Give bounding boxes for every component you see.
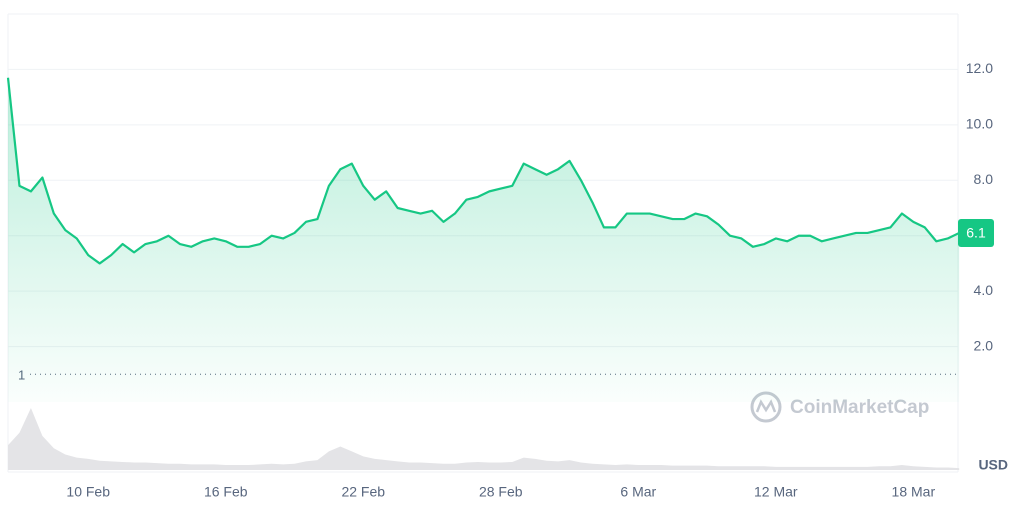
x-tick-label: 6 Mar <box>620 484 656 500</box>
y-tick-label: 8.0 <box>974 171 994 187</box>
x-tick-label: 18 Mar <box>892 484 936 500</box>
price-badge-label: 6.1 <box>966 225 986 241</box>
y-tick-label: 2.0 <box>974 337 994 353</box>
volume-area <box>8 408 960 470</box>
watermark-text: CoinMarketCap <box>790 397 929 418</box>
watermark: CoinMarketCap <box>750 391 929 423</box>
x-tick-label: 12 Mar <box>754 484 798 500</box>
x-tick-label: 16 Feb <box>204 484 248 500</box>
price-badge <box>958 218 994 247</box>
price-line <box>6 77 960 265</box>
y-tick-label: 10.0 <box>966 116 993 132</box>
currency-label: USD <box>978 457 1008 473</box>
x-tick-label: 22 Feb <box>341 484 385 500</box>
area <box>8 77 960 402</box>
y-tick-label: 4.0 <box>974 282 994 298</box>
x-tick-label: 10 Feb <box>66 484 110 500</box>
x-tick-label: 28 Feb <box>479 484 523 500</box>
y-tick-label: 12.0 <box>966 60 993 76</box>
